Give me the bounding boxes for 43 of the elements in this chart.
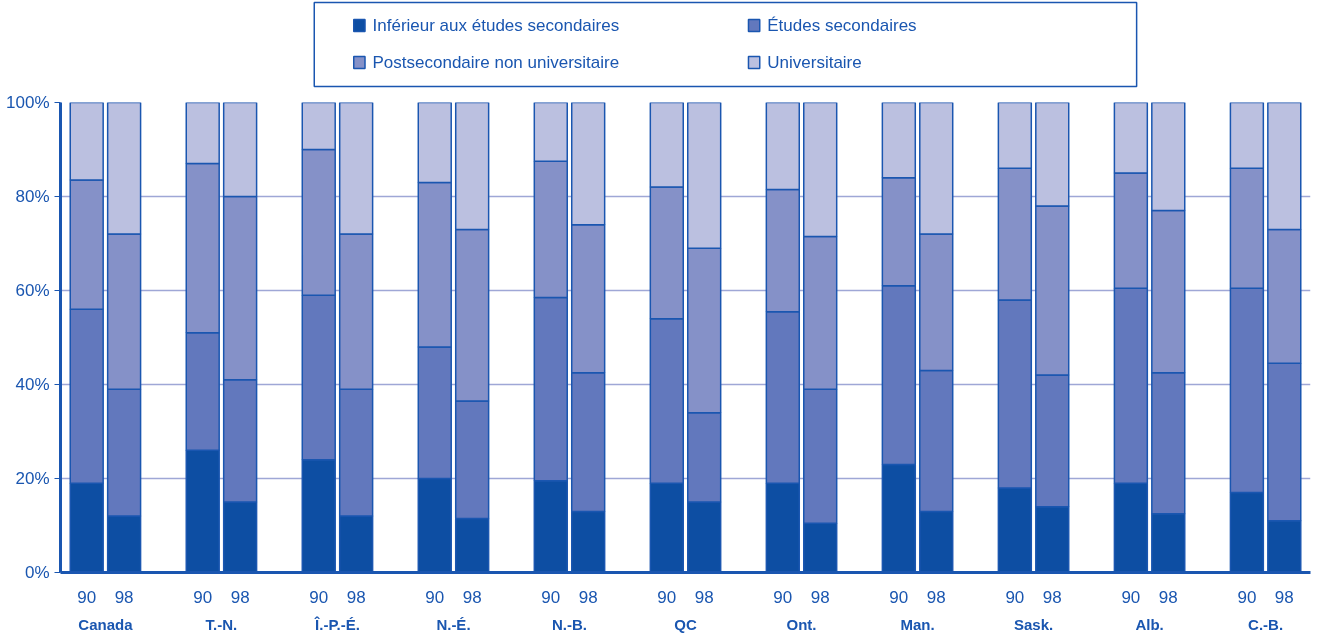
- legend-label: Études secondaires: [767, 16, 917, 35]
- legend-label: Inférieur aux études secondaires: [372, 16, 620, 35]
- y-tick-label: 0%: [24, 563, 50, 582]
- text: QC: [674, 615, 697, 633]
- x-tick-label: 98: [230, 587, 250, 607]
- x-tick-label: 98: [1158, 587, 1178, 607]
- text: Sask.: [1013, 615, 1054, 633]
- y-tick-label: 60%: [15, 281, 50, 300]
- text: Man.: [900, 615, 935, 633]
- x-tick-label: 90: [425, 587, 445, 607]
- text: Alb.: [1135, 615, 1164, 633]
- x-tick-label: 90: [309, 587, 329, 607]
- x-tick-label: 90: [1121, 587, 1141, 607]
- x-tick-label: 98: [810, 587, 830, 607]
- x-tick-label: 98: [926, 587, 946, 607]
- x-tick-label: 90: [541, 587, 561, 607]
- legend-label: Postsecondaire non universitaire: [372, 53, 620, 72]
- text: T.-N.: [205, 615, 238, 633]
- x-tick-label: 90: [77, 587, 97, 607]
- text: C.-B.: [1248, 615, 1284, 633]
- y-tick-label: 40%: [15, 375, 50, 394]
- x-tick-label: 98: [578, 587, 598, 607]
- y-tick-label: 100%: [6, 93, 50, 112]
- text: N.-B.: [551, 615, 587, 633]
- x-tick-label: 98: [1274, 587, 1294, 607]
- x-tick-label: 90: [773, 587, 793, 607]
- x-tick-label: 90: [1005, 587, 1025, 607]
- legend-label: Universitaire: [767, 53, 862, 72]
- x-tick-label: 98: [114, 587, 134, 607]
- text: N.-É.: [436, 615, 471, 633]
- x-tick-label: 98: [462, 587, 482, 607]
- text: Ont.: [786, 615, 817, 633]
- x-tick-label: 98: [694, 587, 714, 607]
- y-tick-label: 80%: [15, 187, 50, 206]
- x-tick-label: 90: [193, 587, 213, 607]
- x-tick-label: 90: [657, 587, 677, 607]
- x-tick-label: 98: [1042, 587, 1062, 607]
- text: Canada: [78, 615, 134, 633]
- y-tick-label: 20%: [15, 469, 50, 488]
- x-tick-label: 98: [346, 587, 366, 607]
- x-tick-label: 90: [1237, 587, 1257, 607]
- x-tick-label: 90: [889, 587, 909, 607]
- text: Î.-P.-É.: [314, 615, 360, 633]
